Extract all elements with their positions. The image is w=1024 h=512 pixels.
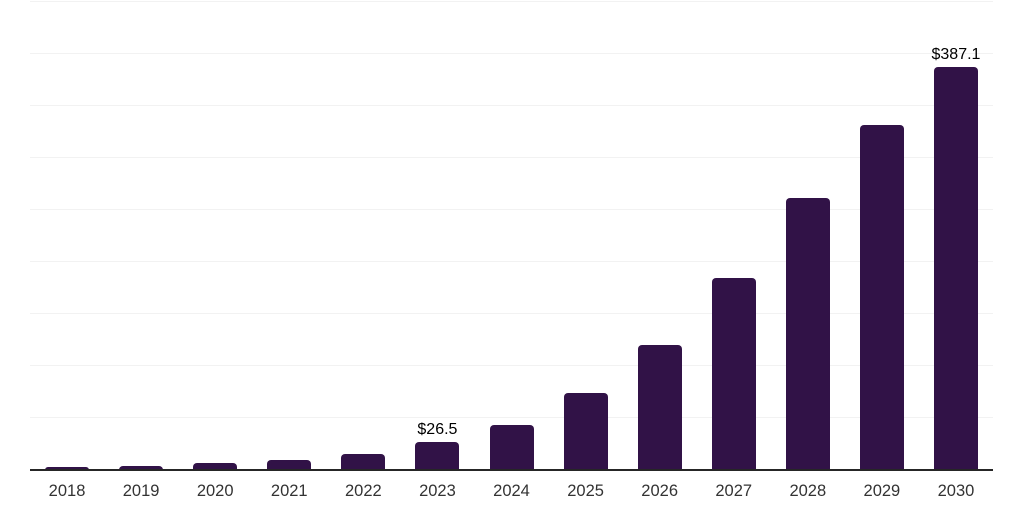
x-tick-label-2025: 2025 — [567, 482, 604, 500]
gridline — [30, 261, 993, 262]
gridline — [30, 313, 993, 314]
bar-2028 — [785, 198, 830, 470]
bar-2022 — [341, 453, 386, 470]
bar-slot-2020 — [178, 462, 252, 470]
bar-2021 — [267, 460, 312, 470]
gridline — [30, 1, 993, 2]
plot-area: $26.5 $387.1 — [30, 1, 993, 471]
bar-slot-2023: $26.5 — [400, 421, 474, 470]
bar-value-label-2023: $26.5 — [417, 421, 458, 439]
bar-slot-2030: $387.1 — [919, 46, 993, 470]
bar-slot-2029 — [845, 124, 919, 470]
bar-2018 — [45, 467, 90, 470]
bar-slot-2026 — [623, 345, 697, 470]
bar-slot-2025 — [549, 392, 623, 470]
gridline — [30, 157, 993, 158]
x-tick-label-2022: 2022 — [344, 482, 382, 500]
bar-slot-2021 — [252, 460, 326, 470]
bar-slot-2028 — [771, 198, 845, 470]
bars-container: $26.5 $387.1 — [30, 2, 993, 470]
bar-2023 — [415, 442, 460, 470]
bar-2019 — [119, 465, 164, 470]
x-tick-label-2020: 2020 — [196, 482, 234, 500]
gridline — [30, 53, 993, 54]
gridline — [30, 105, 993, 106]
bar-slot-2022 — [326, 453, 400, 470]
bar-value-label-2030: $387.1 — [931, 46, 981, 64]
bar-slot-2024 — [474, 424, 548, 470]
x-tick-label-2018: 2018 — [48, 482, 86, 500]
bar-2027 — [711, 278, 756, 470]
gridline — [30, 365, 993, 366]
x-axis-tick-labels: 2018 2019 2020 2021 2022 2023 2024 2025 2026 2027… — [30, 482, 993, 501]
bar-2026 — [637, 345, 682, 470]
x-tick-label-2026: 2026 — [641, 482, 679, 500]
x-tick-label-2021: 2021 — [270, 482, 308, 500]
bar-2024 — [489, 424, 534, 470]
x-tick-label-2028: 2028 — [789, 482, 827, 500]
x-axis-line — [30, 469, 993, 471]
x-tick-label-2023: 2023 — [419, 482, 456, 500]
gridline — [30, 417, 993, 418]
bar-slot-2018 — [30, 467, 104, 470]
bar-2025 — [563, 392, 608, 470]
bar-2029 — [859, 124, 904, 470]
x-tick-label-2019: 2019 — [122, 482, 160, 500]
x-tick-label-2027: 2027 — [715, 482, 753, 500]
x-tick-label-2024: 2024 — [493, 482, 530, 500]
gridline — [30, 209, 993, 210]
bar-2030 — [933, 67, 978, 470]
x-tick-label-2029: 2029 — [863, 482, 901, 500]
bar-2020 — [193, 462, 238, 470]
bar-slot-2027 — [697, 278, 771, 470]
x-tick-label-2030: 2030 — [937, 482, 975, 500]
bar-slot-2019 — [104, 465, 178, 470]
